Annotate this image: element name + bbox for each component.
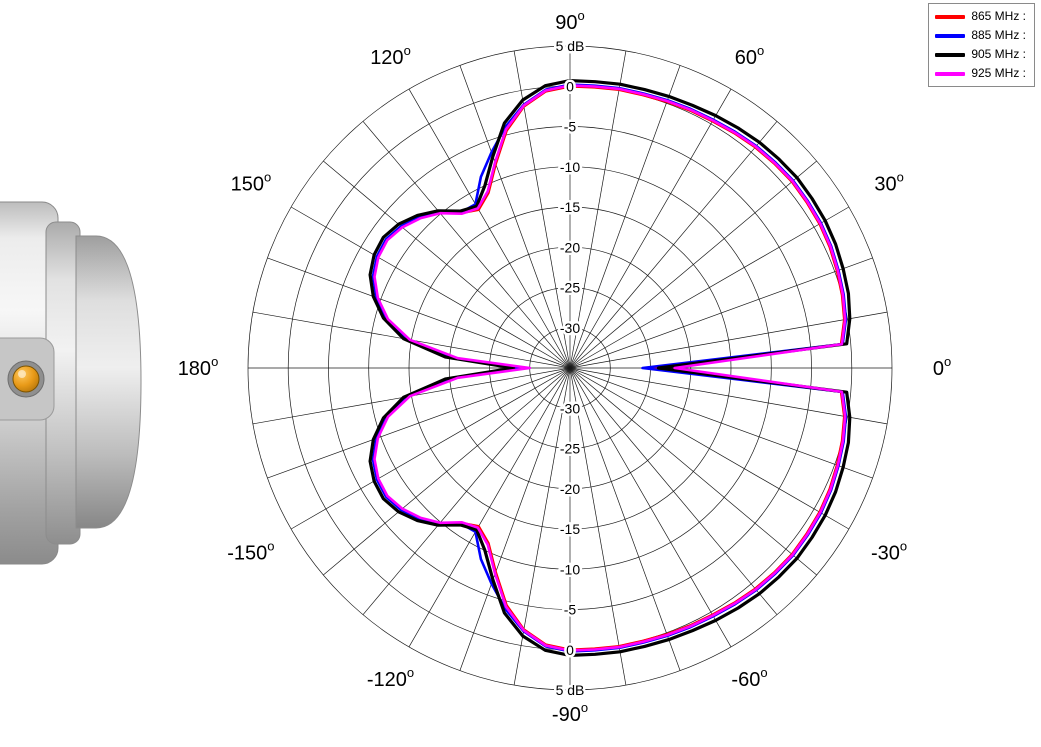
legend-label: 925 MHz : bbox=[971, 66, 1026, 80]
angle-tick-label: 30o bbox=[874, 170, 903, 196]
angle-tick-label: 120o bbox=[370, 43, 411, 69]
angle-tick-label: -60o bbox=[731, 665, 767, 691]
antenna-body bbox=[0, 201, 142, 565]
series-905-mhz bbox=[368, 79, 852, 657]
radial-tick-label: -5 bbox=[564, 602, 577, 618]
radial-tick-label: -5 bbox=[564, 119, 577, 135]
angle-tick-label: 90o bbox=[555, 8, 584, 34]
angle-tick-label: 180o bbox=[178, 354, 219, 380]
legend-entry: 865 MHz : bbox=[935, 9, 1026, 24]
legend-entry: 925 MHz : bbox=[935, 66, 1026, 81]
angle-tick-label: 0o bbox=[933, 354, 951, 380]
legend-line-swatch bbox=[935, 52, 966, 57]
radial-tick-label: -25 bbox=[560, 280, 580, 296]
radial-tick-label: -25 bbox=[560, 441, 580, 457]
coax-connector-icon bbox=[7, 360, 45, 398]
radial-tick-label: 5 dB bbox=[556, 38, 585, 54]
legend-line-swatch bbox=[935, 33, 966, 38]
radial-tick-label: -20 bbox=[560, 239, 580, 255]
radial-tick-label: -10 bbox=[560, 159, 580, 175]
series-925-mhz bbox=[373, 84, 847, 652]
legend-label: 865 MHz : bbox=[971, 9, 1026, 23]
angle-tick-label: -150o bbox=[227, 538, 274, 564]
legend: 865 MHz : 885 MHz : 905 MHz : 925 MHz : bbox=[928, 3, 1035, 87]
angle-tick-label: -120o bbox=[367, 665, 414, 691]
angle-tick-label: -90o bbox=[552, 700, 588, 726]
radial-tick-label: -30 bbox=[560, 320, 580, 336]
radial-tick-label: -20 bbox=[560, 481, 580, 497]
radial-tick-label: -10 bbox=[560, 561, 580, 577]
legend-line-swatch bbox=[935, 14, 966, 19]
legend-entry: 885 MHz : bbox=[935, 28, 1026, 43]
radial-tick-labels: 5 dB 5 dB 0 0 -5 -5 -10 -10 -15 -15 -20 -20 -25 -25 -3… bbox=[553, 36, 587, 701]
radial-tick-label: 5 dB bbox=[556, 682, 585, 698]
radial-tick-label: -30 bbox=[560, 400, 580, 416]
radial-tick-label: -15 bbox=[560, 521, 580, 537]
legend-label: 905 MHz : bbox=[971, 47, 1026, 61]
radial-tick-label: -15 bbox=[560, 199, 580, 215]
angle-tick-label: 60o bbox=[735, 43, 764, 69]
polar-grid bbox=[247, 45, 893, 691]
legend-entry: 905 MHz : bbox=[935, 47, 1026, 62]
legend-label: 885 MHz : bbox=[971, 28, 1026, 42]
antenna-photo bbox=[0, 201, 142, 565]
radial-tick-label: 0 bbox=[566, 642, 574, 658]
angle-tick-label: 150o bbox=[231, 170, 272, 196]
angle-tick-label: -30o bbox=[871, 538, 907, 564]
legend-line-swatch bbox=[935, 71, 966, 76]
radial-tick-label: 0 bbox=[566, 78, 574, 94]
angle-tick-labels: 0o 30o 60o 90o 120o 150o 180o -150o -120o -90o -60… bbox=[178, 8, 951, 726]
